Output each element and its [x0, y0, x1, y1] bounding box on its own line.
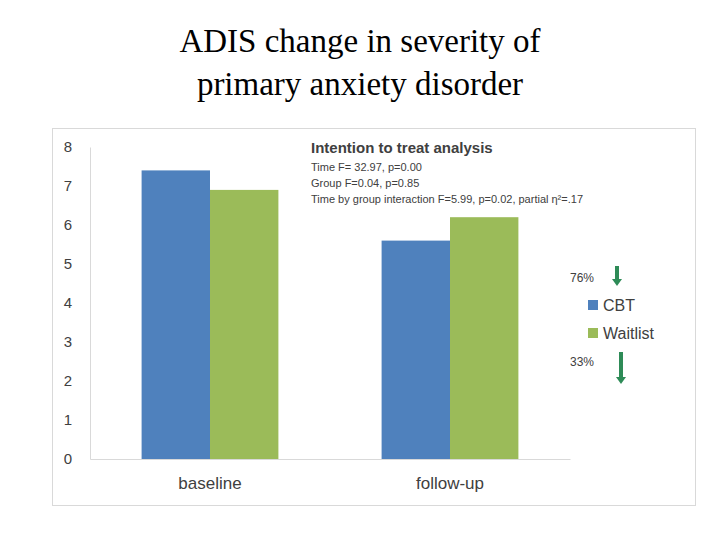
y-tick: 4 — [64, 294, 90, 311]
x-tick: baseline — [178, 459, 241, 493]
y-tick: 5 — [64, 255, 90, 272]
y-tick: 0 — [64, 450, 90, 467]
chart-frame — [53, 129, 696, 506]
y-tick-label: 8 — [64, 138, 72, 155]
y-tick: 3 — [64, 333, 90, 350]
bar — [382, 241, 450, 459]
chart: ADIS change in severity of primary anxiet… — [0, 0, 720, 540]
annotation-stat: Time F= 32.97, p=0.00 — [311, 161, 422, 173]
y-tick-label: 4 — [64, 294, 72, 311]
y-tick-label: 7 — [64, 177, 72, 194]
bar — [142, 170, 210, 459]
y-tick: 7 — [64, 177, 90, 194]
legend-label: CBT — [603, 297, 635, 314]
arrow-head — [612, 279, 622, 286]
legend: CBT Waitlist — [588, 297, 655, 342]
y-tick-label: 6 — [64, 216, 72, 233]
x-axis: baseline follow-up — [91, 459, 571, 493]
annotation-stat: Group F=0.04, p=0.85 — [311, 177, 419, 189]
annotation-heading: Intention to treat analysis — [311, 139, 493, 156]
percent-annotation: 76% — [570, 271, 594, 285]
y-tick: 8 — [64, 138, 90, 155]
bar — [210, 190, 278, 459]
arrow-shaft — [619, 352, 623, 378]
annotation-stat: Time by group interaction F=5.99, p=0.02… — [311, 193, 583, 205]
y-tick-label: 2 — [64, 372, 72, 389]
y-axis-line — [90, 148, 91, 460]
y-tick: 1 — [64, 411, 90, 428]
title-line: ADIS change in severity of — [179, 23, 540, 59]
title-line: primary anxiety disorder — [197, 66, 523, 102]
y-tick-label: 3 — [64, 333, 72, 350]
bars — [142, 170, 519, 459]
bar — [450, 217, 518, 459]
y-tick: 6 — [64, 216, 90, 233]
arrow-shaft — [615, 266, 619, 280]
percent-annotation: 33% — [570, 355, 594, 369]
y-tick-label: 5 — [64, 255, 72, 272]
legend-swatch — [588, 300, 598, 310]
y-tick-label: 0 — [64, 450, 72, 467]
x-tick: follow-up — [416, 459, 484, 493]
y-axis: 0 1 2 3 4 5 6 7 8 — [64, 138, 91, 467]
x-tick-label: baseline — [178, 474, 241, 493]
y-tick-label: 1 — [64, 411, 72, 428]
y-tick: 2 — [64, 372, 90, 389]
x-tick-label: follow-up — [416, 474, 484, 493]
legend-label: Waitlist — [603, 325, 655, 342]
legend-swatch — [588, 328, 598, 338]
arrow-head — [616, 377, 626, 384]
x-axis-line — [91, 459, 571, 460]
title: ADIS change in severity of primary anxiet… — [179, 23, 540, 102]
